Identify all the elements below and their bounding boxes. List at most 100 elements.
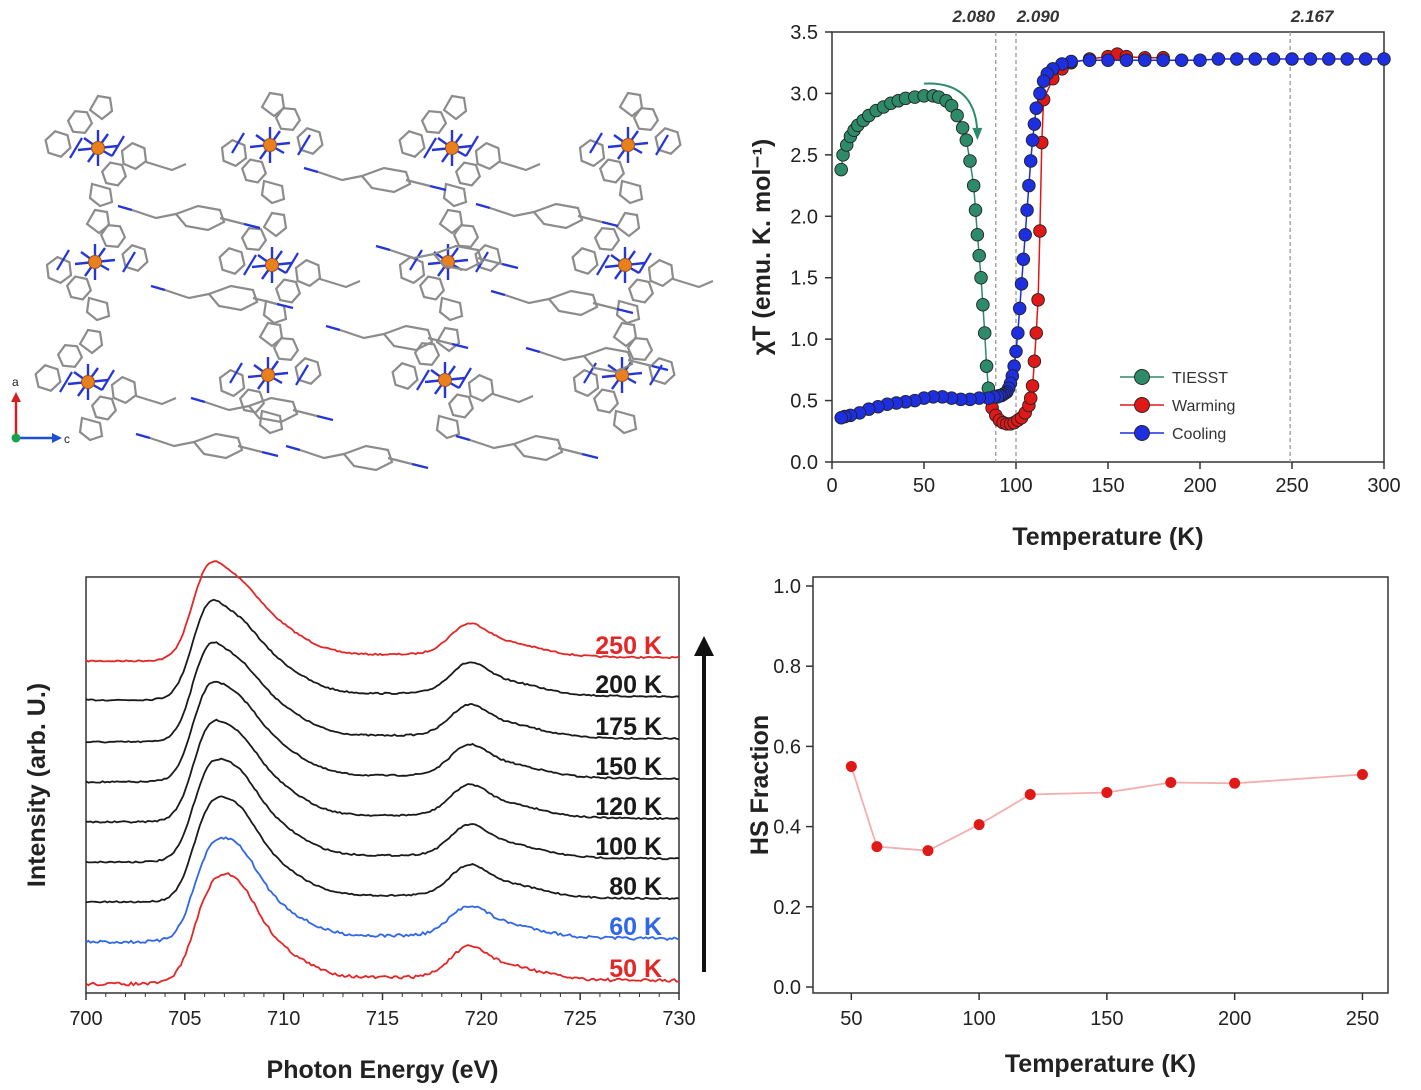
fe-atom [621,138,635,152]
pyridine-ring [654,127,682,155]
legend-label: Warming [1172,398,1235,415]
hs-data-point [1024,789,1036,801]
pyridine-ring [294,357,322,385]
cyano-group [261,450,279,458]
fe-complex [34,328,177,442]
pyridine-ring [598,158,626,184]
cyano-group [285,444,301,452]
pyridine-ring [572,368,600,398]
increasing-temperature-arrowhead [694,636,714,656]
cyano-group [475,202,491,210]
spectrum-line-60k [85,836,680,945]
y-tick-label: 2.0 [790,206,818,228]
data-point-cooling [1009,344,1023,359]
y-tick-label: 0.0 [790,452,818,474]
fe-atom [81,375,95,389]
ligand-body [469,434,583,462]
axis-a-arrowhead [11,392,21,402]
temperature-label: 250 K [595,632,662,660]
pyrazole-ring [442,94,468,121]
plot-frame [85,576,680,994]
y-axis-title: χT (emu. K. mol⁻¹) [748,139,776,355]
y-tick-label: 1.0 [790,329,818,351]
y-tick-label: 3.0 [790,83,818,105]
ligand-body [504,289,618,317]
dicyano-ligand [285,444,429,472]
data-point-cooling [834,411,848,425]
data-point-cooling [1340,52,1354,66]
pyridine-ring [218,368,246,398]
y-tick-label: 3.5 [790,22,818,44]
axis-c-arrowhead [52,433,62,443]
n-ring-edge [243,252,299,276]
pyridine-ring [627,278,655,304]
cyano-group [490,289,506,297]
cyano-group [616,307,634,315]
hs-data-point [1356,768,1368,780]
fe-complex [218,321,322,435]
temperature-label: 175 K [595,713,662,741]
pyridine-ring [238,388,266,414]
fe-atom [618,258,632,272]
pyrazole-ring [85,208,111,235]
pyridine-ring [121,244,149,272]
axis-a-label: a [12,375,19,389]
pyridine-ring [218,247,246,275]
cyano-group [150,284,166,292]
ligand-body [164,284,278,312]
ligand-body [539,346,653,374]
pyrazole-ring [78,328,104,355]
pyridine-ring [65,275,93,301]
data-point-tiesst [963,154,977,168]
x-tick-label: 200 [1183,475,1216,497]
pyridine-ring [34,364,62,392]
x-tick-label: 50 [913,475,935,497]
temperature-label: 150 K [595,753,662,781]
data-point-cooling [1156,53,1170,68]
pyridine-ring [626,336,654,362]
fe-complex [398,94,541,208]
data-point-cooling [1029,101,1043,115]
spectrum-line-150k [85,680,680,784]
dicyano-ligand [150,284,294,312]
pyridine-ring [294,258,322,288]
fe-complex [391,326,534,440]
bond-length-annotation: 2.167 [1290,7,1335,26]
pyrazole-ring [85,296,111,322]
y-tick-label: 0.5 [790,391,818,413]
pyridine-ring [296,127,324,155]
dicyano-ligand [190,396,334,424]
fe-atom [438,373,452,387]
temperature-label: 60 K [609,913,662,941]
data-point-cooling [1020,203,1034,217]
n-ring-edge [596,252,652,276]
x-axis-title: Temperature (K) [1012,523,1203,551]
data-point-cooling [1101,53,1115,68]
cyano-group [276,302,294,310]
data-point-warming [1027,354,1042,369]
hs-data-point [922,845,934,857]
data-point-tiesst [974,270,988,285]
pyridine-ring [648,357,676,385]
legend-marker [1134,369,1150,385]
y-tick-label: 1.0 [773,576,801,598]
cyano-group [243,222,261,230]
pyridine-ring [44,130,72,158]
x-tick-label: 705 [168,1008,201,1030]
hs-data-point [973,819,985,831]
pyridine-ring [647,258,675,288]
pyridine-ring [571,247,599,275]
hs-data-point [871,841,883,853]
data-point-cooling [1023,154,1038,168]
fe-atom [88,255,102,269]
pyridine-ring [447,393,475,419]
ligand-body [489,202,603,230]
x-tick-label: 715 [366,1008,399,1030]
ligand-body [131,204,245,232]
alkyl-chain [319,277,361,289]
fe-atom [261,368,275,382]
alkyl-chain [492,392,534,404]
pyridine-ring [272,336,300,362]
pyridine-ring [220,138,248,168]
fe-atom [263,138,277,152]
